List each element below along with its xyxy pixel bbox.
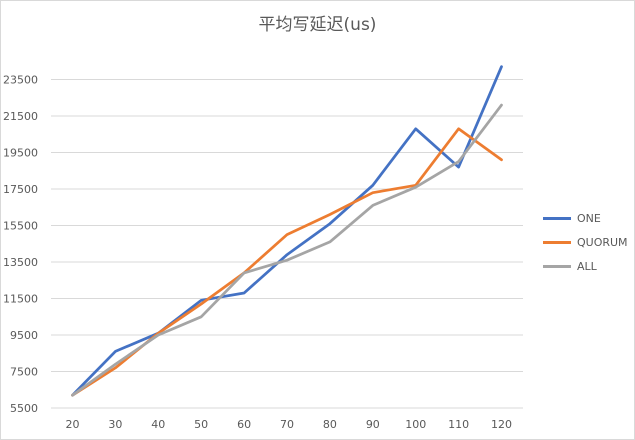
legend-item-quorum: QUORUM: [543, 230, 628, 254]
chart-title: 平均写延迟(us): [258, 15, 377, 35]
x-tick-label: 120: [491, 418, 512, 431]
y-tick-label: 13500: [3, 256, 38, 269]
y-axis-tick-labels: 5500 7500 9500 11500 13500 15500 17500 19500 215…: [3, 74, 38, 416]
y-tick-label: 19500: [3, 147, 38, 160]
legend-label: ALL: [577, 259, 597, 273]
y-tick-label: 5500: [10, 402, 38, 415]
y-tick-label: 11500: [3, 293, 38, 306]
x-tick-label: 20: [65, 418, 79, 431]
x-tick-label: 100: [405, 418, 426, 431]
x-tick-label: 110: [448, 418, 469, 431]
legend: ONE QUORUM ALL: [543, 206, 628, 278]
x-tick-label: 30: [108, 418, 122, 431]
gridlines: [51, 79, 523, 409]
legend-label: ONE: [577, 211, 601, 225]
y-tick-label: 15500: [3, 220, 38, 233]
x-tick-label: 50: [194, 418, 208, 431]
y-tick-label: 7500: [10, 366, 38, 379]
series-lines: [71, 65, 503, 397]
legend-item-one: ONE: [543, 206, 628, 230]
legend-label: QUORUM: [577, 235, 628, 249]
y-tick-label: 9500: [10, 329, 38, 342]
series-line-one: [71, 65, 503, 397]
x-tick-label: 40: [151, 418, 165, 431]
legend-swatch: [543, 264, 571, 268]
x-axis-tick-labels: 20 30 40 50 60 70 80 90 100 110 120: [65, 418, 512, 431]
x-tick-label: 90: [366, 418, 380, 431]
y-tick-label: 23500: [3, 74, 38, 87]
y-tick-label: 21500: [3, 110, 38, 123]
y-tick-label: 17500: [3, 183, 38, 196]
legend-item-all: ALL: [543, 254, 628, 278]
x-tick-label: 60: [237, 418, 251, 431]
legend-swatch: [543, 216, 571, 220]
x-tick-label: 70: [280, 418, 294, 431]
series-line-all: [71, 103, 503, 397]
x-tick-label: 80: [323, 418, 337, 431]
legend-swatch: [543, 240, 571, 244]
